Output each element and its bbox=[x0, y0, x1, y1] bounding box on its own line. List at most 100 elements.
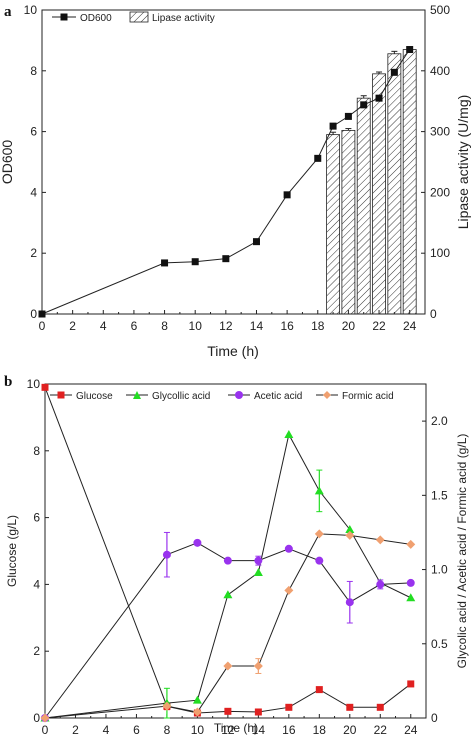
acetic-acid-series bbox=[41, 531, 415, 722]
od600-point bbox=[344, 112, 352, 120]
panel-a-right-y-axis-label: Lipase activity (U/mg) bbox=[455, 95, 471, 230]
od600-point bbox=[314, 154, 322, 162]
x-tick-label: 22 bbox=[372, 319, 386, 333]
glucose-line bbox=[44, 387, 412, 714]
right-y-tick-label: 200 bbox=[430, 185, 450, 199]
panel-a-left-y-ticks: 0 2 4 6 8 10 bbox=[24, 3, 46, 321]
panel-b-x-ticks: 0 2 4 6 8 10 12 14 16 18 20 22 24 bbox=[42, 714, 418, 737]
right-y-tick-label: 0.5 bbox=[431, 637, 448, 651]
x-tick-label: 10 bbox=[191, 723, 205, 737]
x-tick-label: 8 bbox=[161, 319, 168, 333]
lipase-bar bbox=[372, 73, 386, 315]
right-y-tick-label: 100 bbox=[430, 246, 450, 260]
x-tick-label: 4 bbox=[100, 319, 107, 333]
glycollic-acid-point bbox=[192, 695, 202, 704]
lipase-bar bbox=[387, 53, 402, 315]
left-y-tick-label: 0 bbox=[30, 307, 37, 321]
left-y-tick-label: 6 bbox=[30, 125, 37, 139]
legend-glucose-marker bbox=[57, 391, 65, 399]
legend-lipase-label: Lipase activity bbox=[152, 13, 215, 24]
right-y-tick-label: 0 bbox=[430, 307, 437, 321]
x-tick-label: 0 bbox=[39, 319, 46, 333]
x-tick-label: 20 bbox=[343, 723, 357, 737]
right-y-tick-label: 300 bbox=[430, 125, 450, 139]
x-tick-label: 14 bbox=[252, 723, 266, 737]
acetic-acid-point bbox=[162, 550, 171, 559]
od600-point bbox=[390, 68, 398, 76]
left-y-tick-label: 8 bbox=[33, 444, 40, 458]
od600-point bbox=[38, 310, 46, 318]
lipase-bar bbox=[326, 134, 340, 315]
panel-b-legend: Glucose Glycollic acid Acetic acid Formi… bbox=[50, 391, 394, 402]
glycollic-acid-point bbox=[406, 593, 416, 602]
legend-glucose-label: Glucose bbox=[76, 391, 113, 402]
panel-b-label: b bbox=[4, 374, 12, 390]
right-y-tick-label: 2.0 bbox=[431, 414, 448, 428]
glucose-point bbox=[376, 703, 384, 711]
x-tick-label: 16 bbox=[280, 319, 294, 333]
panel-b-left-y-axis-label: Glucose (g/L) bbox=[5, 515, 19, 587]
formic-acid-line bbox=[44, 533, 411, 719]
x-tick-label: 24 bbox=[404, 723, 418, 737]
panel-a-x-ticks: 0 2 4 6 8 10 12 14 16 18 20 22 24 bbox=[39, 310, 417, 333]
glycollic-acid-line bbox=[44, 433, 411, 719]
legend-formic-marker bbox=[323, 391, 331, 399]
panel-b-x-axis-label: Time (h) bbox=[214, 721, 258, 735]
x-tick-label: 20 bbox=[342, 319, 356, 333]
right-y-tick-label: 400 bbox=[430, 64, 450, 78]
legend-acetic-marker bbox=[235, 391, 243, 399]
right-y-tick-label: 500 bbox=[430, 3, 450, 17]
left-y-tick-label: 10 bbox=[27, 377, 41, 391]
acetic-acid-point bbox=[406, 578, 415, 587]
x-tick-label: 12 bbox=[221, 723, 235, 737]
glycollic-acid-point bbox=[223, 590, 233, 599]
right-y-tick-label: 1.5 bbox=[431, 488, 448, 502]
x-tick-label: 10 bbox=[189, 319, 203, 333]
od600-point bbox=[329, 122, 337, 130]
x-tick-label: 22 bbox=[374, 723, 388, 737]
glycollic-acid-point bbox=[284, 429, 294, 438]
legend-glycollic-label: Glycollic acid bbox=[152, 391, 210, 402]
lipase-bar bbox=[341, 129, 356, 315]
formic-acid-point bbox=[192, 707, 202, 717]
glucose-point bbox=[224, 707, 232, 715]
left-y-tick-label: 2 bbox=[30, 246, 37, 260]
glucose-point bbox=[285, 703, 293, 711]
left-y-tick-label: 2 bbox=[33, 644, 40, 658]
panel-b-series bbox=[40, 383, 416, 723]
legend-od600-marker bbox=[60, 13, 68, 21]
x-tick-label: 4 bbox=[103, 723, 110, 737]
glucose-point bbox=[254, 708, 262, 716]
od600-point bbox=[283, 191, 291, 199]
x-tick-label: 0 bbox=[42, 723, 49, 737]
panel-a-legend: OD600 Lipase activity bbox=[52, 11, 215, 24]
od600-point bbox=[375, 94, 383, 102]
x-tick-label: 18 bbox=[311, 319, 325, 333]
legend-formic-label: Formic acid bbox=[342, 391, 394, 402]
acetic-acid-point bbox=[376, 580, 385, 589]
panel-a-frame bbox=[41, 9, 426, 315]
right-y-tick-label: 1.0 bbox=[431, 563, 448, 577]
x-tick-label: 12 bbox=[219, 319, 233, 333]
lipase-bar bbox=[402, 49, 417, 315]
panel-a-x-axis-label: Time (h) bbox=[207, 343, 259, 359]
x-tick-label: 14 bbox=[250, 319, 264, 333]
formic-acid-point bbox=[223, 661, 233, 671]
od600-point bbox=[252, 238, 260, 246]
panel-b-right-y-ticks: 0 0.5 1.0 1.5 2.0 bbox=[422, 414, 448, 725]
panel-b-right-y-axis-label: Glycolic acid / Acetic acid / Formic aci… bbox=[455, 434, 469, 669]
formic-acid-point bbox=[314, 529, 324, 539]
lipase-bar bbox=[356, 97, 371, 315]
od600-point bbox=[360, 101, 368, 109]
panel-b-frame bbox=[44, 383, 427, 719]
od600-point bbox=[222, 255, 230, 263]
x-tick-label: 16 bbox=[282, 723, 296, 737]
legend-od600-label: OD600 bbox=[80, 13, 112, 24]
left-y-tick-label: 0 bbox=[33, 711, 40, 725]
glycollic-acid-point bbox=[253, 568, 263, 577]
left-y-tick-label: 4 bbox=[30, 185, 37, 199]
glycollic-acid-point bbox=[314, 486, 324, 495]
